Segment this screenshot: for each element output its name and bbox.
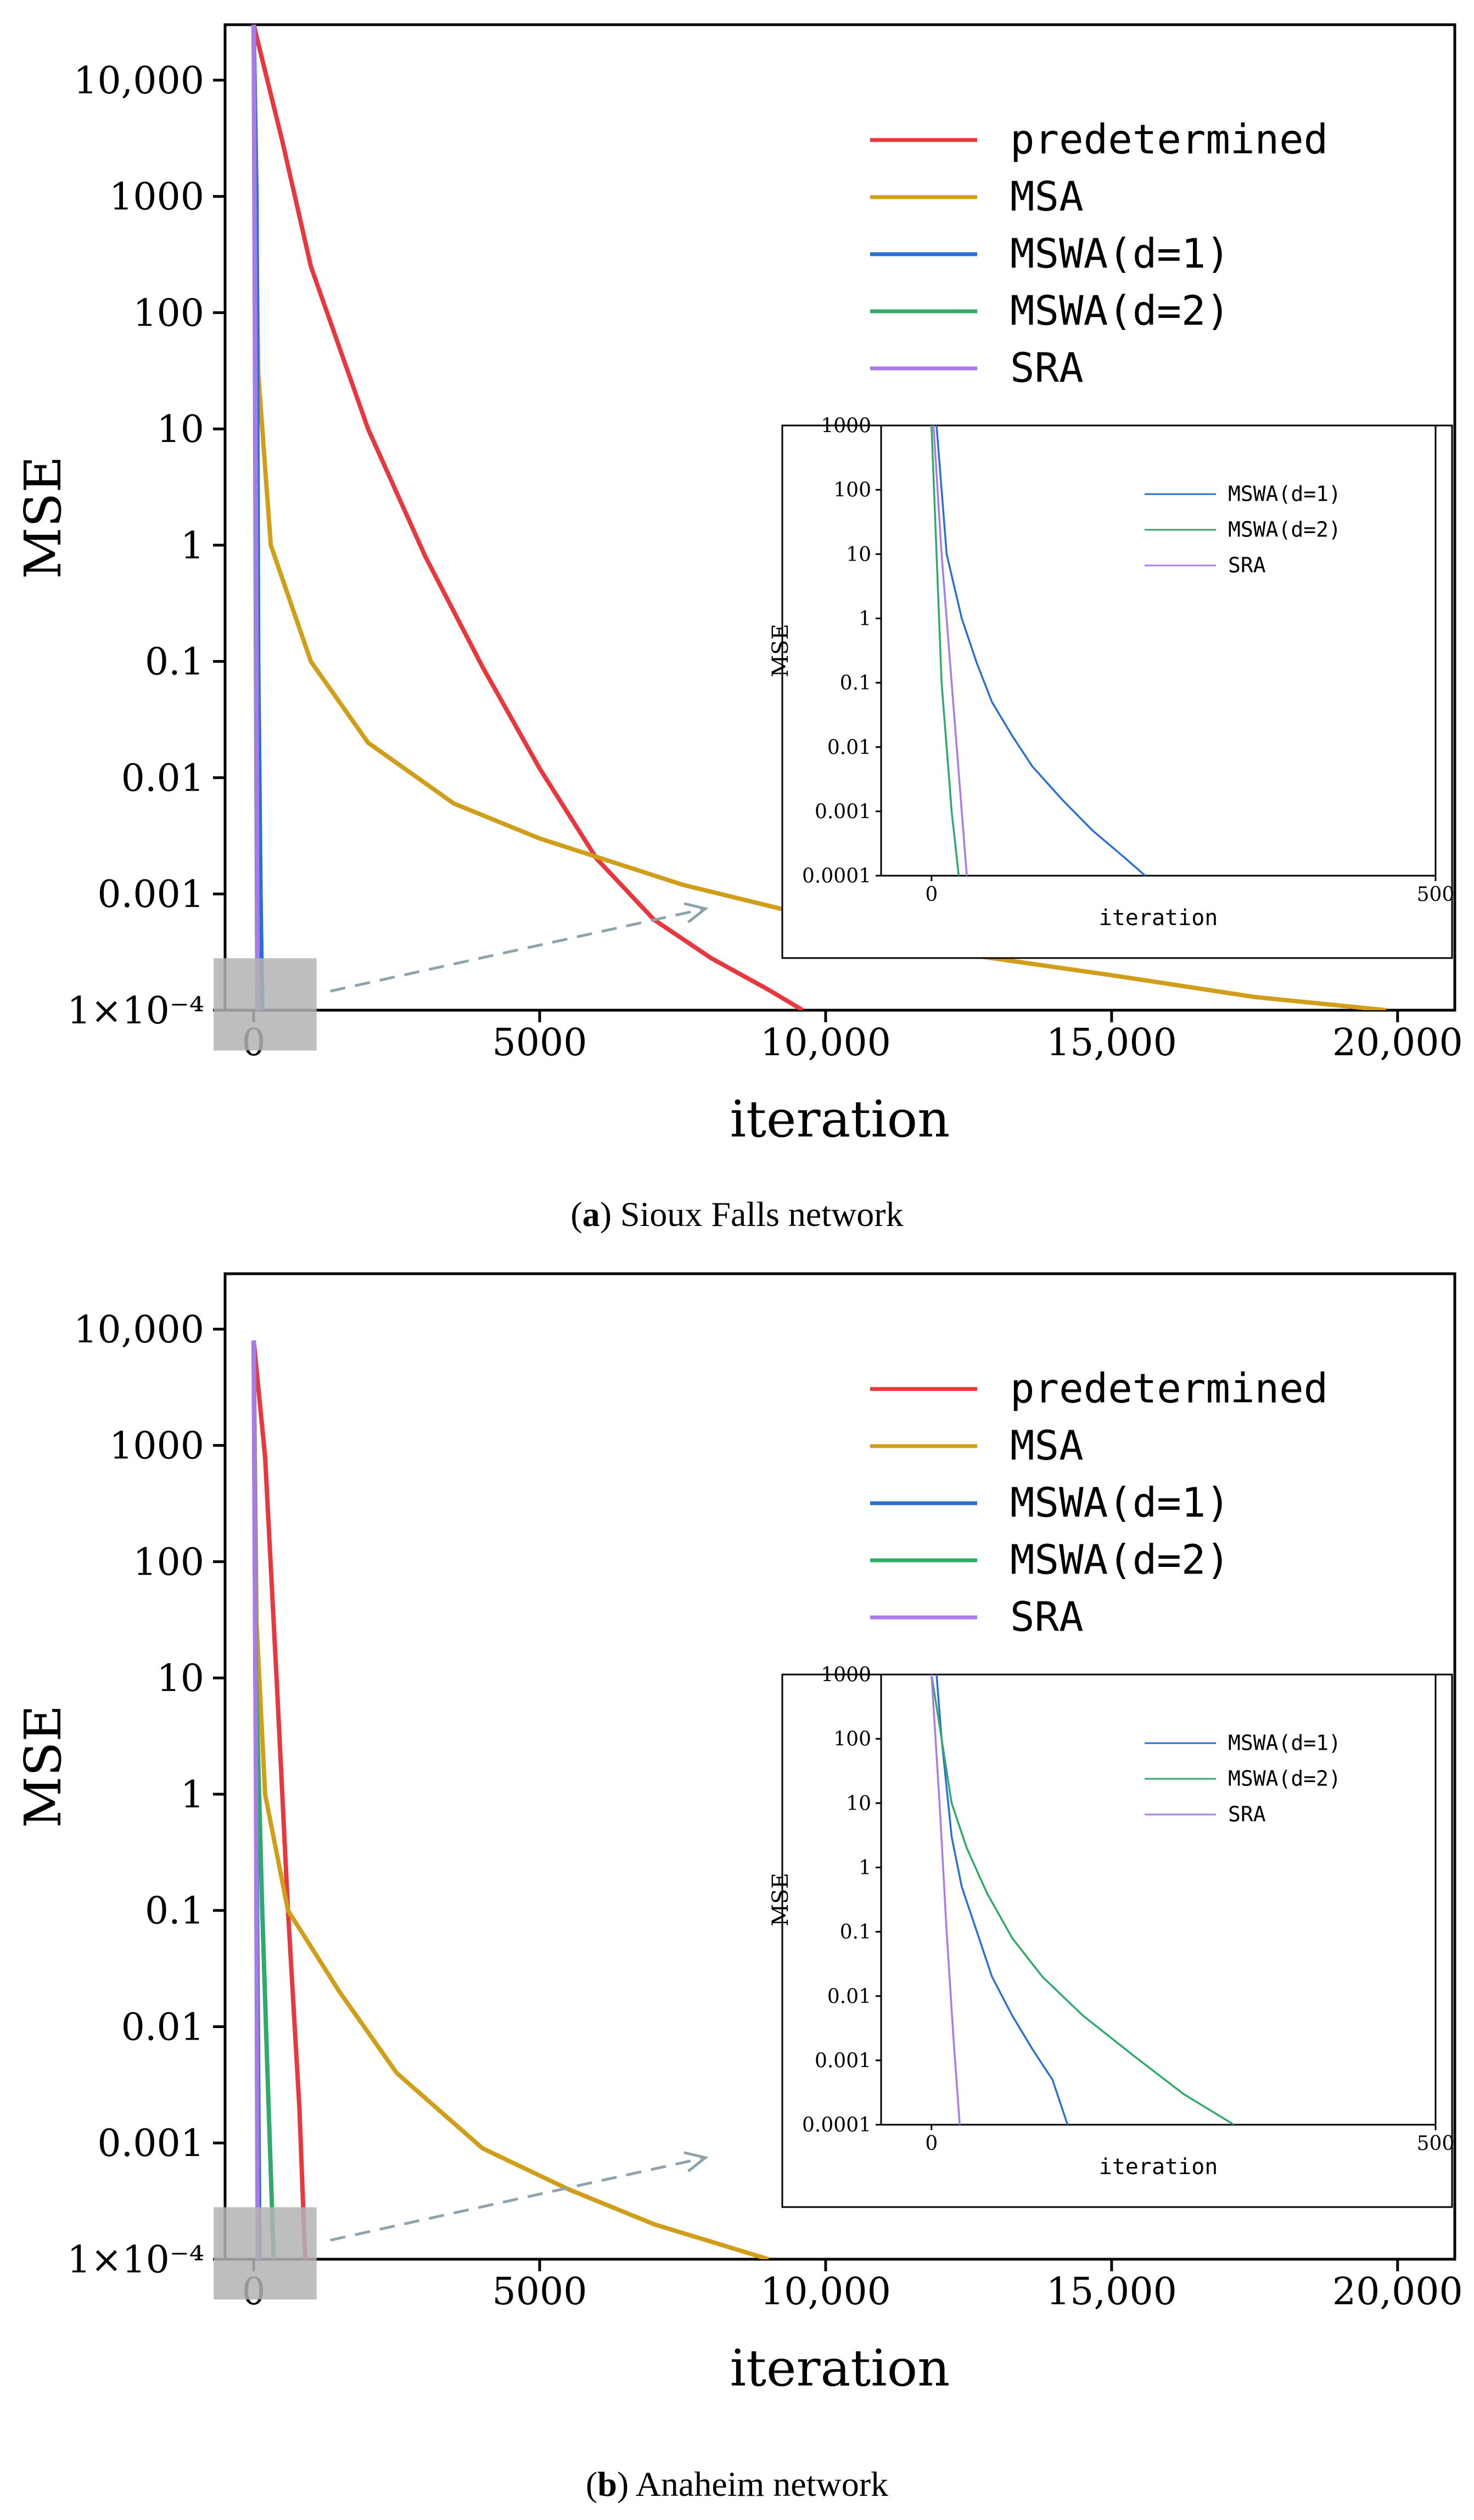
chart-a-inset-ytick-label: 100 — [833, 479, 871, 502]
chart-b-main-xtick-label: 10,000 — [760, 2270, 891, 2314]
chart-b-inset: 0 500 0.0001 0.001 0.01 0.1 1 10 100 1000 iteratio… — [768, 1664, 1454, 2180]
chart-b-main-legend-label: MSWA(d=2) — [1010, 1536, 1230, 1583]
chart-b-inset-ytick-label: 0.001 — [815, 2049, 871, 2072]
chart-b-inset-series-mswa-d-1 — [935, 1674, 1069, 2125]
chart-b-zoom-connector — [330, 2156, 706, 2242]
chart-a-inset-ytick-label: 0.1 — [840, 672, 871, 695]
chart-a-main-ylabel: MSE — [14, 456, 72, 579]
chart-b-inset-xtick-label: 0 — [925, 2132, 938, 2155]
chart-a-main-ytick-label: 1 — [181, 524, 204, 568]
chart-a-main-ytick-label: 0.1 — [145, 641, 204, 684]
chart-b-main-xtick-label: 15,000 — [1046, 2270, 1177, 2314]
chart-a-inset-ytick-label: 0.001 — [815, 800, 871, 823]
chart-b-inset-xlabel: iteration — [1099, 2154, 1218, 2180]
chart-b-main-series-msa — [251, 1340, 769, 2259]
chart-a-inset-ytick-label: 1000 — [821, 415, 871, 438]
chart-b-inset-ytick-label: 0.0001 — [802, 2114, 871, 2137]
chart-b-main-frame — [223, 1272, 1456, 2261]
chart-a-main-ytick-label: 1×10⁻⁴ — [67, 989, 204, 1033]
chart-a-main-xtick-label: 20,000 — [1332, 1021, 1463, 1065]
chart-a-inset: 0 500 0.0001 0.001 0.01 0.1 1 10 100 1000 iteratio… — [768, 415, 1454, 931]
chart-b-main-ytick-label: 1000 — [109, 1425, 204, 1468]
chart-a-inset-frame — [880, 424, 1437, 877]
chart-b-main-ytick-label: 1 — [181, 1773, 204, 1817]
chart-b-inset-legend-label: SRA — [1228, 1802, 1266, 1827]
chart-a-inset-ytick-label: 1 — [859, 608, 871, 630]
chart-b-main-xlabel: iteration — [730, 2339, 950, 2398]
chart-b-inset-ytick-label: 1 — [859, 1857, 871, 1879]
caption-a: (a) Sioux Falls network — [570, 1195, 904, 1234]
chart-a-inset-legend-label: MSWA(d=2) — [1228, 518, 1341, 542]
chart-a-inset-series-mswa-d-2 — [931, 425, 960, 876]
chart-b-main-ytick-label: 0.001 — [97, 2122, 204, 2165]
chart-a-zoom-arrowhead — [683, 902, 709, 923]
chart-a-inset-ytick-label: 0.01 — [827, 736, 871, 759]
chart-a-main-frame — [223, 23, 1456, 1012]
chart-a-zoom-region — [214, 958, 317, 1051]
chart-b-main-series-predetermined — [251, 1340, 307, 2259]
chart-a-inset-series-mswa-d-1 — [935, 425, 1146, 876]
chart-b-inset-xtick-label: 500 — [1417, 2132, 1455, 2155]
chart-a-main-ytick-label: 10 — [156, 408, 204, 451]
chart-b-main-ytick-label: 1×10⁻⁴ — [67, 2238, 204, 2282]
chart-b-main-legend-label: SRA — [1010, 1593, 1084, 1640]
chart-a-main-xlabel: iteration — [730, 1090, 950, 1149]
chart-b-main-xtick-label: 20,000 — [1332, 2270, 1463, 2314]
chart-b-main-series-sra — [251, 1340, 260, 2259]
chart-b-inset-ytick-label: 0.1 — [840, 1921, 871, 1944]
chart-a-inset-xlabel: iteration — [1099, 905, 1218, 931]
chart-b-inset-ytick-label: 1000 — [821, 1664, 871, 1687]
chart-a-inset-legend-label: MSWA(d=1) — [1228, 482, 1341, 506]
chart-a-main-ytick-label: 0.01 — [121, 757, 204, 800]
chart-a-main-legend-label: predetermined — [1010, 116, 1328, 163]
chart-a-main-legend-label: MSWA(d=1) — [1010, 230, 1230, 277]
chart-b-main-ytick-label: 10,000 — [74, 1308, 204, 1352]
chart-a-inset-ytick-label: 0.0001 — [802, 865, 871, 888]
chart-b-main-ytick-label: 0.1 — [145, 1890, 204, 1933]
chart-b-zoom-arrowhead — [683, 2151, 709, 2172]
chart-a-main-xtick-label: 10,000 — [760, 1021, 891, 1065]
chart-b-inset-legend-label: MSWA(d=1) — [1228, 1731, 1341, 1755]
chart-a-main-xtick-label: 15,000 — [1046, 1021, 1177, 1065]
chart-b-main-xtick-label: 5000 — [492, 2270, 587, 2314]
chart-a-main: 0 5000 10,000 15,000 20,000 1×10⁻⁴ 0.001 0.01 0.… — [14, 23, 1463, 1149]
chart-b-inset-ytick-label: 10 — [846, 1793, 871, 1815]
chart-a-main-legend-label: SRA — [1010, 344, 1084, 391]
caption-b: (b) Anaheim network — [586, 2465, 888, 2504]
chart-b-main-legend-label: MSWA(d=1) — [1010, 1479, 1230, 1526]
chart-a-main-ytick-label: 10,000 — [74, 59, 204, 103]
chart-b-zoom-region — [214, 2207, 317, 2300]
chart-b-main-ytick-label: 10 — [156, 1657, 204, 1700]
chart-a-main-series-sra — [251, 24, 260, 1010]
chart-b-inset-series-mswa-d-2 — [931, 1674, 1235, 2125]
chart-b-main-ylabel: MSE — [14, 1705, 72, 1828]
chart-b-main-legend-label: predetermined — [1010, 1365, 1328, 1412]
chart-a-inset-series-sra — [932, 425, 968, 876]
chart-b-inset-ytick-label: 100 — [833, 1728, 871, 1751]
chart-b-inset-ylabel: MSE — [768, 1873, 793, 1927]
chart-b-inset-ytick-label: 0.01 — [827, 1985, 871, 2008]
chart-a-main-ytick-label: 100 — [133, 292, 204, 335]
chart-b-inset-frame — [880, 1673, 1437, 2126]
chart-b-main-ytick-label: 0.01 — [121, 2006, 204, 2049]
chart-a-inset-xtick-label: 0 — [925, 883, 938, 906]
chart-a-inset-xtick-label: 500 — [1417, 883, 1455, 906]
chart-a-zoom-connector — [330, 907, 706, 993]
chart-b-main-legend-label: MSA — [1010, 1422, 1084, 1469]
chart-b-inset-legend-label: MSWA(d=2) — [1228, 1767, 1341, 1791]
chart-a-inset-ytick-label: 10 — [846, 544, 871, 566]
chart-b-main-ytick-label: 100 — [133, 1541, 204, 1584]
chart-b-inset-series-sra — [931, 1674, 961, 2125]
chart-a-inset-ylabel: MSE — [768, 624, 793, 677]
chart-a-inset-legend-label: SRA — [1228, 553, 1266, 578]
chart-a-main-legend-label: MSWA(d=2) — [1010, 287, 1230, 334]
chart-a-main-ytick-label: 0.001 — [97, 873, 204, 916]
chart-a-main-xtick-label: 5000 — [492, 1021, 587, 1065]
chart-a-main-series-msa — [251, 24, 1387, 1010]
chart-a-main-series-predetermined — [251, 24, 804, 1010]
chart-a-main-ytick-label: 1000 — [109, 176, 204, 219]
chart-a-main-legend-label: MSA — [1010, 173, 1084, 220]
